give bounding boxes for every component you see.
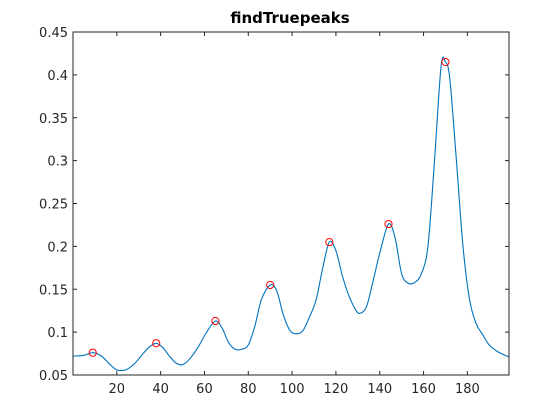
x-tick-label: 60 (196, 382, 213, 397)
x-tick-label: 40 (152, 382, 169, 397)
x-tick-label: 160 (411, 382, 436, 397)
x-tick-label: 120 (324, 382, 349, 397)
y-tick-label: 0.2 (47, 240, 68, 255)
peak-marker (211, 316, 220, 326)
y-tick-label: 0.3 (47, 155, 68, 170)
x-tick-label: 80 (240, 382, 257, 397)
y-tick-label: 0.05 (39, 369, 68, 384)
y-tick-label: 0.1 (47, 326, 68, 341)
peak-marker (325, 237, 334, 247)
y-tick-label: 0.35 (39, 112, 68, 127)
x-tick-label: 180 (455, 382, 480, 397)
peak-marker (88, 348, 97, 357)
y-tick-label: 0.15 (39, 283, 68, 298)
peak-marker (152, 339, 161, 348)
peak-marker (384, 219, 393, 229)
peak-marker (441, 57, 450, 67)
chart-title: findTruepeaks (230, 9, 349, 27)
y-tick-label: 0.45 (39, 26, 68, 41)
peak-marker (266, 280, 275, 290)
y-tick-label: 0.4 (47, 69, 68, 84)
plot-area (73, 32, 509, 375)
x-tick-label: 100 (280, 382, 305, 397)
y-tick-label: 0.25 (39, 198, 68, 213)
x-tick-label: 140 (367, 382, 392, 397)
x-tick-label: 20 (109, 382, 126, 397)
